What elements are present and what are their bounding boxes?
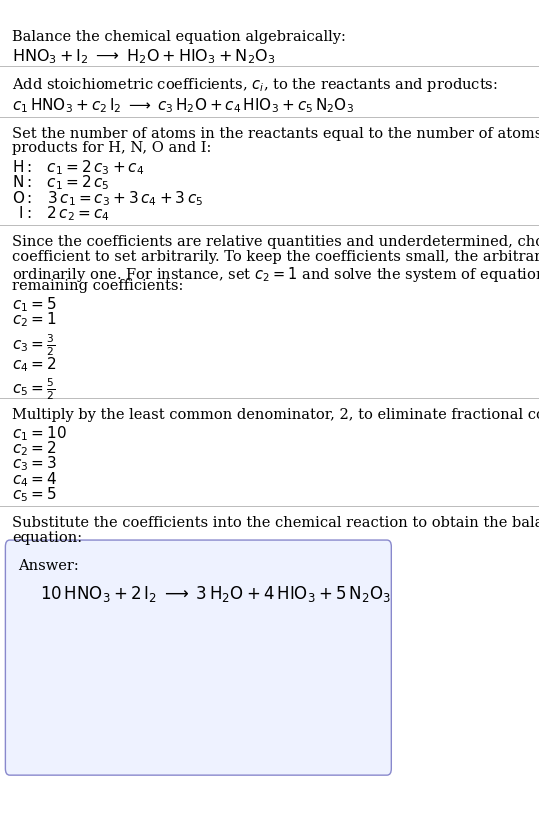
Text: $c_1 = 10$: $c_1 = 10$	[12, 424, 66, 443]
Text: Add stoichiometric coefficients, $c_i$, to the reactants and products:: Add stoichiometric coefficients, $c_i$, …	[12, 76, 497, 95]
Text: $c_2 = 1$: $c_2 = 1$	[12, 311, 57, 330]
Text: $\mathrm{\;\,I{:}}\;\;\; 2\,c_2 = c_4$: $\mathrm{\;\,I{:}}\;\;\; 2\,c_2 = c_4$	[12, 205, 109, 224]
Text: products for H, N, O and I:: products for H, N, O and I:	[12, 141, 211, 155]
Text: $c_3 = 3$: $c_3 = 3$	[12, 455, 57, 473]
Text: $\mathrm{HNO_3 + I_2 \;\longrightarrow\; H_2O + HIO_3 + N_2O_3}$: $\mathrm{HNO_3 + I_2 \;\longrightarrow\;…	[12, 47, 275, 66]
FancyBboxPatch shape	[5, 540, 391, 775]
Text: Substitute the coefficients into the chemical reaction to obtain the balanced: Substitute the coefficients into the che…	[12, 516, 539, 530]
Text: equation:: equation:	[12, 531, 82, 545]
Text: $c_1 = 5$: $c_1 = 5$	[12, 295, 57, 314]
Text: Balance the chemical equation algebraically:: Balance the chemical equation algebraica…	[12, 30, 345, 44]
Text: Set the number of atoms in the reactants equal to the number of atoms in the: Set the number of atoms in the reactants…	[12, 127, 539, 141]
Text: $c_4 = 4$: $c_4 = 4$	[12, 470, 57, 489]
Text: $\mathrm{O{:}}\;\;\; 3\,c_1 = c_3 + 3\,c_4 + 3\,c_5$: $\mathrm{O{:}}\;\;\; 3\,c_1 = c_3 + 3\,c…	[12, 189, 203, 208]
Text: $c_4 = 2$: $c_4 = 2$	[12, 355, 57, 374]
Text: $c_1\,\mathrm{HNO_3} + c_2\,\mathrm{I_2} \;\longrightarrow\; c_3\,\mathrm{H_2O} : $c_1\,\mathrm{HNO_3} + c_2\,\mathrm{I_2}…	[12, 96, 354, 115]
Text: $c_3 = \frac{3}{2}$: $c_3 = \frac{3}{2}$	[12, 332, 55, 358]
Text: coefficient to set arbitrarily. To keep the coefficients small, the arbitrary va: coefficient to set arbitrarily. To keep …	[12, 250, 539, 264]
Text: $c_5 = 5$: $c_5 = 5$	[12, 485, 57, 504]
Text: Since the coefficients are relative quantities and underdetermined, choose a: Since the coefficients are relative quan…	[12, 235, 539, 249]
Text: $c_5 = \frac{5}{2}$: $c_5 = \frac{5}{2}$	[12, 376, 55, 402]
Text: $c_2 = 2$: $c_2 = 2$	[12, 440, 57, 459]
Text: ordinarily one. For instance, set $c_2 = 1$ and solve the system of equations fo: ordinarily one. For instance, set $c_2 =…	[12, 265, 539, 284]
Text: remaining coefficients:: remaining coefficients:	[12, 279, 183, 293]
Text: $10\,\mathrm{HNO_3} + 2\,\mathrm{I_2} \;\longrightarrow\; 3\,\mathrm{H_2O} + 4\,: $10\,\mathrm{HNO_3} + 2\,\mathrm{I_2} \;…	[40, 584, 391, 603]
Text: Multiply by the least common denominator, 2, to eliminate fractional coefficient: Multiply by the least common denominator…	[12, 408, 539, 422]
Text: $\mathrm{H{:}}\;\;\; c_1 = 2\,c_3 + c_4$: $\mathrm{H{:}}\;\;\; c_1 = 2\,c_3 + c_4$	[12, 158, 144, 177]
Text: $\mathrm{N{:}}\;\;\; c_1 = 2\,c_5$: $\mathrm{N{:}}\;\;\; c_1 = 2\,c_5$	[12, 173, 109, 192]
Text: Answer:: Answer:	[18, 559, 79, 573]
